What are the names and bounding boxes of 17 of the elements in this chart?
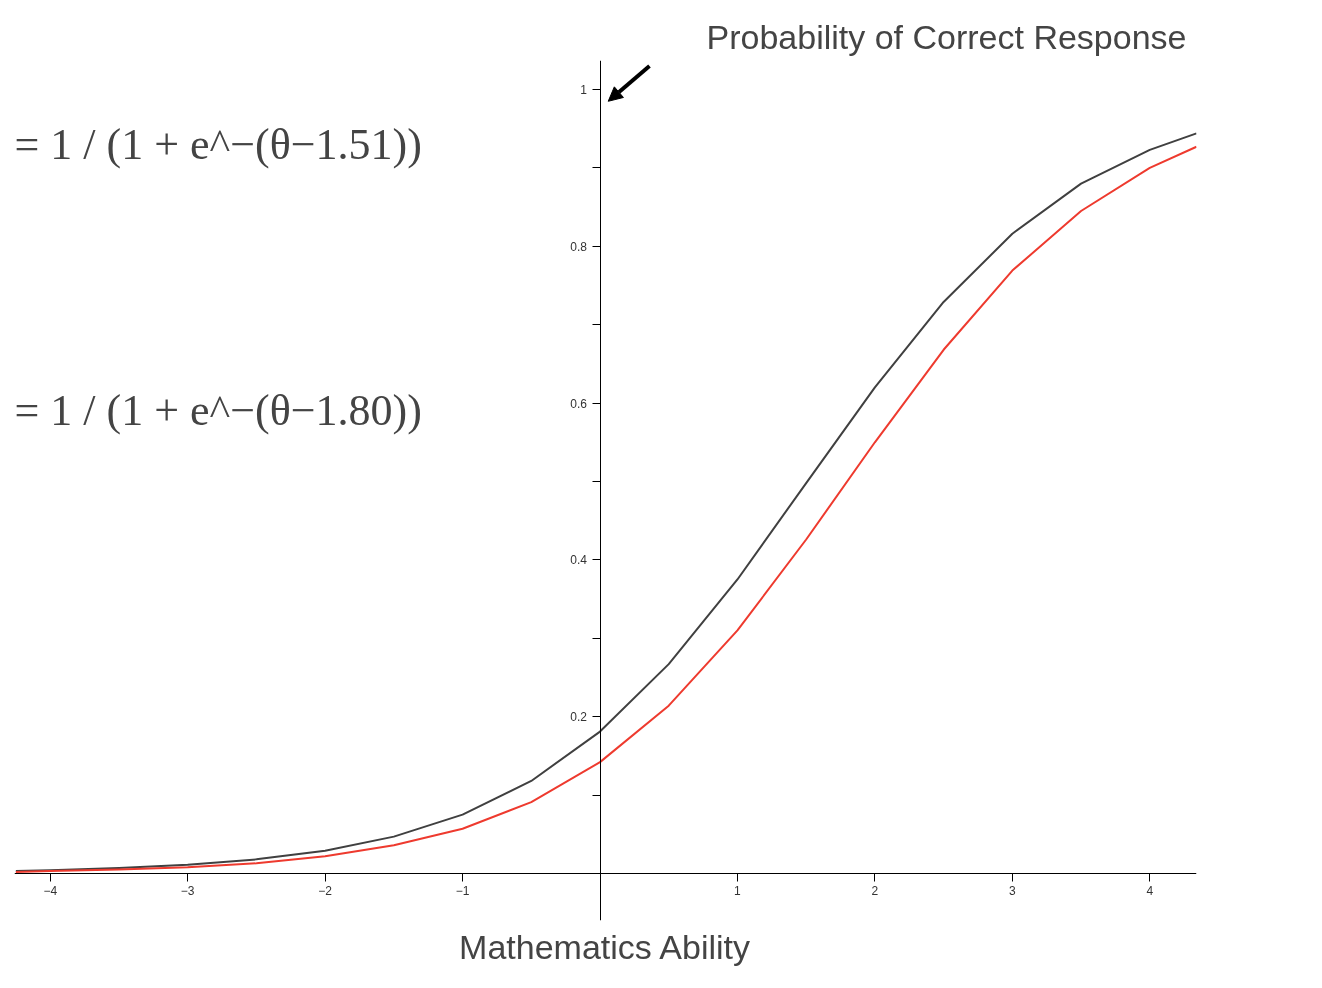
x-axis-title: Mathematics Ability — [459, 927, 751, 966]
x-tick-label: −4 — [43, 884, 58, 899]
y-tick-label: 0.2 — [570, 710, 588, 725]
annotation: = 1 / (1 + e^−(θ−1.80)) — [14, 386, 422, 436]
annotation: = 1 / (1 + e^−(θ−1.51)) — [14, 119, 422, 169]
x-tick-label: 4 — [1146, 884, 1154, 899]
x-tick-label: −2 — [318, 884, 333, 899]
y-tick-label: 0.4 — [570, 553, 588, 568]
y-axis-title: Probability of Correct Response — [706, 17, 1187, 56]
x-tick-label: −3 — [180, 884, 195, 899]
y-tick-label: 0.6 — [570, 396, 588, 411]
y-tick-label: 1 — [580, 83, 588, 98]
y-tick-label: 0.8 — [570, 239, 588, 254]
x-tick-label: 3 — [1008, 884, 1016, 899]
x-tick-label: −1 — [455, 884, 470, 899]
x-tick-label: 2 — [871, 884, 879, 899]
x-tick-label: 1 — [734, 884, 742, 899]
